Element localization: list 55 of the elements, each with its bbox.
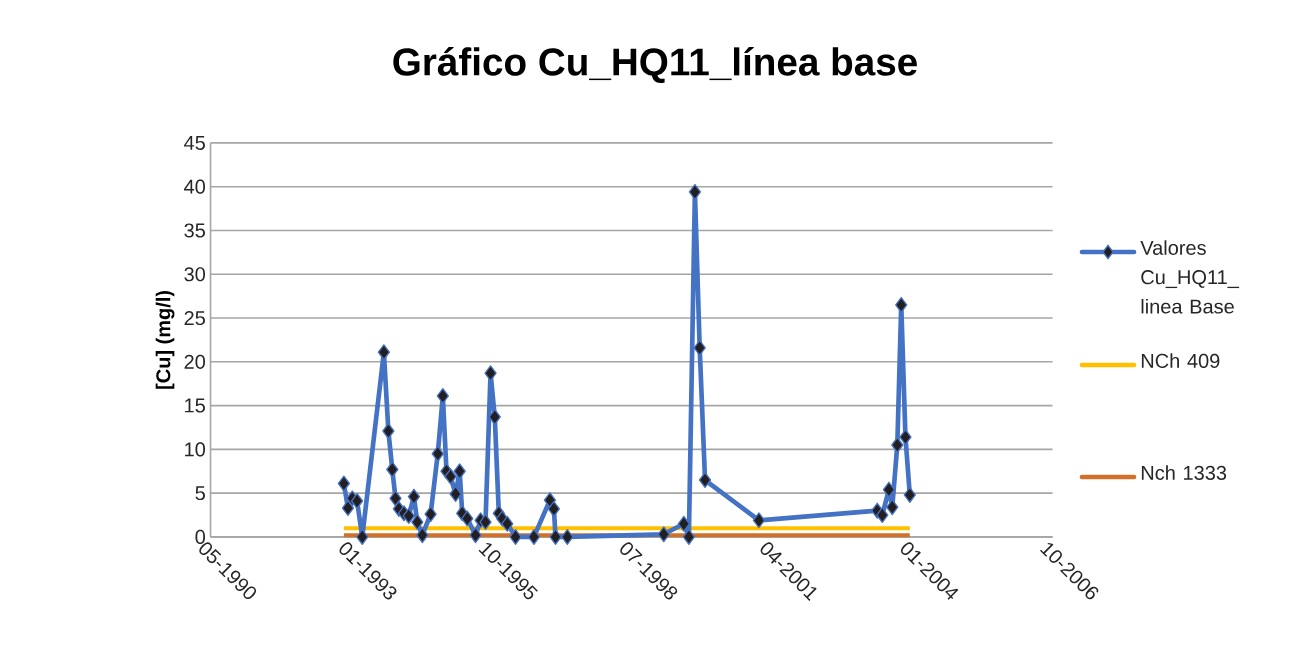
point [677, 515, 690, 532]
y-tick-label: 25 [184, 310, 205, 326]
point [424, 506, 437, 523]
point [386, 461, 399, 478]
y-axis-title: [Cu] (mg/l) [155, 290, 175, 389]
point [903, 486, 916, 503]
point [886, 499, 899, 516]
point [416, 527, 429, 544]
y-tick-label: 35 [184, 223, 205, 238]
point [561, 528, 574, 545]
y-tick-label: 10 [185, 442, 206, 457]
point [693, 339, 706, 356]
point [350, 493, 364, 510]
y-tick-label: 15 [185, 398, 205, 413]
point [484, 365, 497, 382]
point [698, 472, 712, 489]
point [436, 387, 449, 404]
legend-label: Valores Cu_HQ11_ linea Base [1140, 240, 1240, 314]
point [657, 526, 670, 543]
chart-title: Gráfico Cu_HQ11_línea base [393, 47, 917, 83]
point [752, 512, 766, 529]
point [337, 475, 351, 492]
point [389, 490, 402, 507]
y-tick-label: 30 [184, 267, 206, 282]
point [527, 528, 541, 545]
point [688, 183, 702, 200]
point [682, 528, 696, 545]
point [882, 481, 896, 498]
point [449, 486, 462, 503]
y-tick-label: 20 [184, 354, 206, 369]
point [453, 463, 466, 480]
point [407, 488, 421, 505]
point [899, 429, 912, 446]
point [547, 500, 561, 517]
legend-label: NCh 409 [1141, 353, 1220, 368]
point [402, 507, 415, 524]
legend-label: Nch 1333 [1141, 465, 1227, 480]
point [479, 514, 492, 531]
point [549, 528, 562, 545]
point [341, 500, 355, 517]
point [876, 507, 889, 524]
y-tick-label: 0 [195, 529, 206, 544]
point [501, 515, 514, 532]
point [431, 445, 444, 462]
point [461, 510, 474, 527]
point [411, 514, 424, 531]
point [469, 527, 482, 544]
y-tick-label: 45 [184, 135, 205, 150]
y-tick-label: 5 [195, 486, 205, 501]
point [488, 408, 501, 425]
point [891, 436, 904, 453]
point [895, 296, 908, 313]
point [382, 422, 395, 439]
y-tick-label: 40 [184, 179, 206, 194]
point [444, 468, 457, 485]
